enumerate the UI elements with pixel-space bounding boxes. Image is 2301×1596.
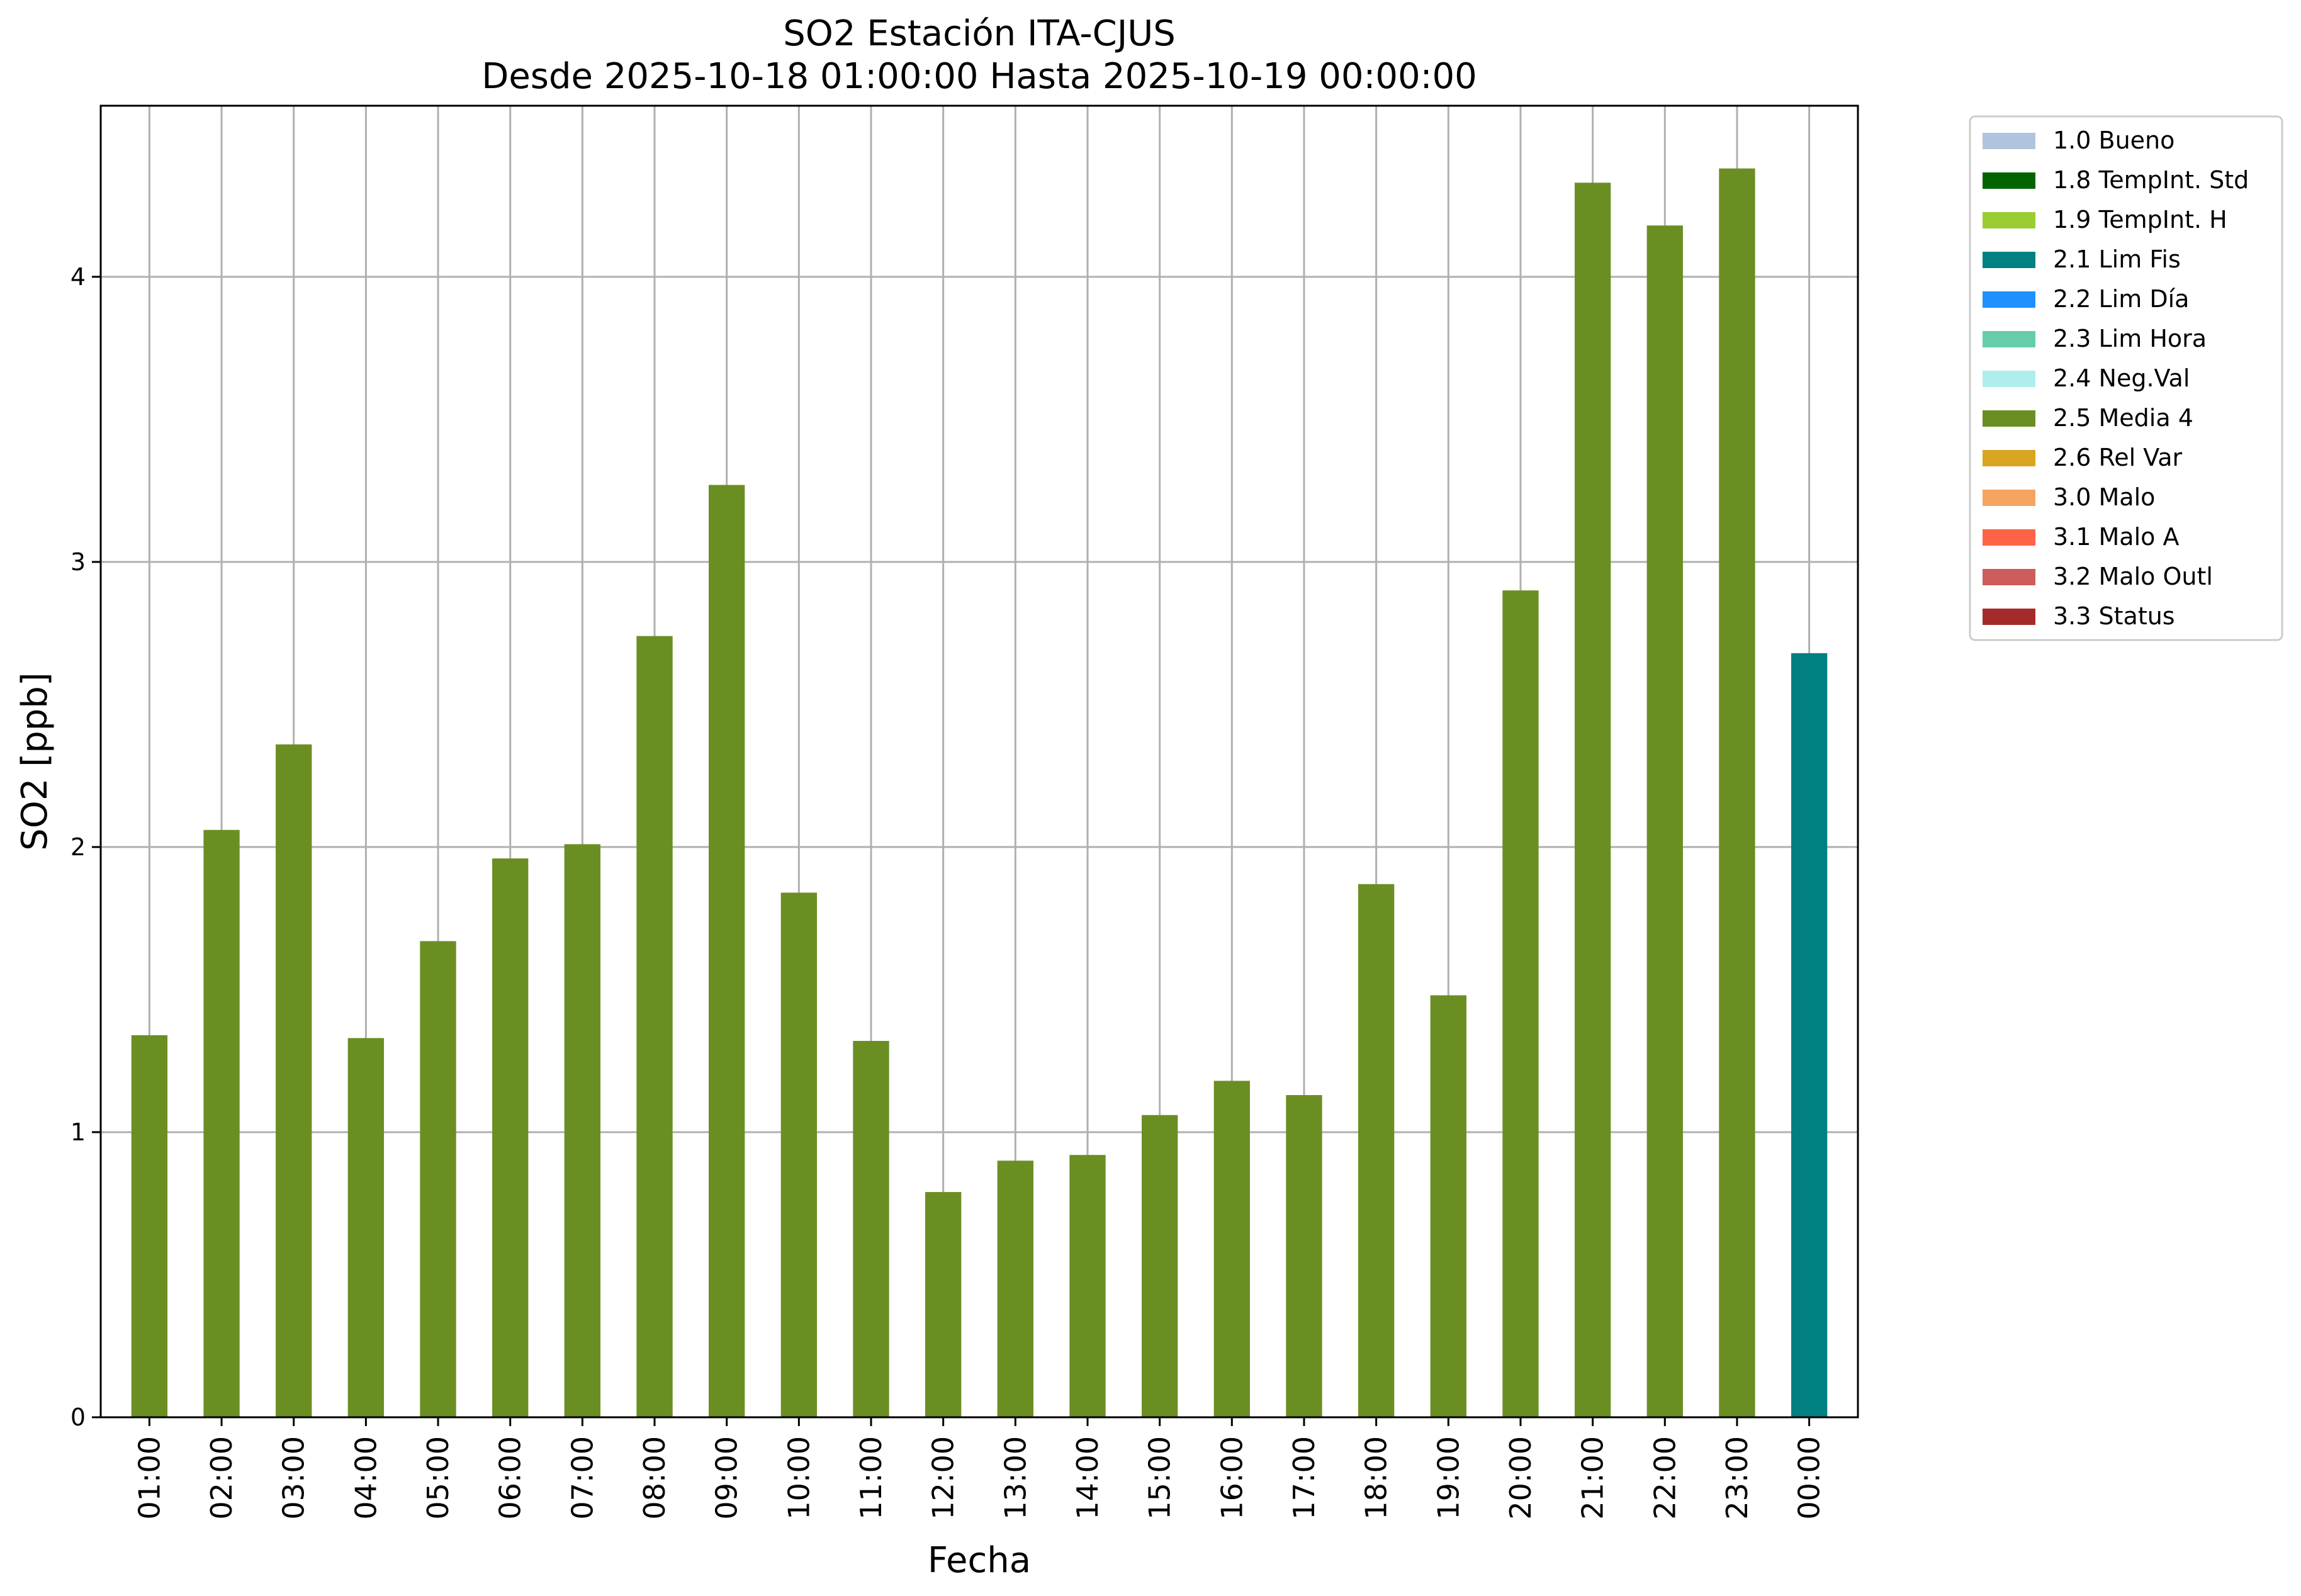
y-tick-label: 0 <box>70 1403 86 1431</box>
bar-1600 <box>1213 1081 1250 1417</box>
x-tick-label: 22:00 <box>1648 1436 1682 1520</box>
bar-1500 <box>1141 1115 1178 1417</box>
x-tick-label: 08:00 <box>638 1436 672 1520</box>
legend-label: 3.1 Malo A <box>2053 523 2179 551</box>
legend-label: 2.5 Media 4 <box>2053 404 2193 432</box>
bar-0800 <box>636 636 673 1417</box>
legend-swatch <box>1983 371 2035 387</box>
x-tick-label: 13:00 <box>998 1436 1032 1520</box>
x-tick-label: 12:00 <box>926 1436 960 1520</box>
legend-label: 1.9 TempInt. H <box>2053 206 2227 233</box>
bar-0500 <box>420 941 456 1417</box>
legend-swatch <box>1983 490 2035 506</box>
bar-1400 <box>1069 1155 1106 1417</box>
bars <box>131 168 1828 1418</box>
bar-1200 <box>925 1192 962 1417</box>
legend-entries: 1.0 Bueno 1.8 TempInt. Std 1.9 TempInt. H 2… <box>1983 126 2249 630</box>
bar-1900 <box>1430 995 1466 1417</box>
bar-1000 <box>780 892 818 1417</box>
legend-swatch <box>1983 252 2035 268</box>
plot-frame <box>99 104 1859 1419</box>
legend-frame <box>1969 115 2283 641</box>
bar-0700 <box>564 844 601 1417</box>
x-axis-ticks: 01:00 02:00 03:00 04:00 05:00 06:00 07:00 08:00… <box>132 1417 1826 1520</box>
bar-0000 <box>1791 653 1828 1417</box>
y-tick-label: 2 <box>70 833 86 861</box>
x-tick-label: 01:00 <box>132 1436 166 1520</box>
x-tick-label: 05:00 <box>421 1436 455 1520</box>
x-tick-label: 11:00 <box>854 1436 888 1520</box>
legend-swatch <box>1983 569 2035 585</box>
legend-label: 3.2 Malo Outl <box>2053 563 2213 590</box>
y-tick-label: 1 <box>70 1118 86 1146</box>
y-axis-ticks: 0 1 2 3 4 <box>70 263 101 1431</box>
x-tick-label: 21:00 <box>1576 1436 1610 1520</box>
chart-title: SO2 Estación ITA-CJUS <box>783 13 1176 54</box>
legend-swatch <box>1983 291 2035 308</box>
bar-0300 <box>276 744 312 1417</box>
x-tick-label: 07:00 <box>565 1436 599 1520</box>
x-tick-label: 09:00 <box>710 1436 744 1520</box>
x-tick-label: 14:00 <box>1071 1436 1105 1520</box>
x-tick-label: 19:00 <box>1431 1436 1465 1520</box>
x-tick-label: 15:00 <box>1143 1436 1177 1520</box>
bar-1700 <box>1286 1095 1322 1417</box>
legend-label: 1.8 TempInt. Std <box>2053 166 2249 194</box>
legend-label: 2.6 Rel Var <box>2053 444 2183 471</box>
bar-0900 <box>709 485 745 1417</box>
x-tick-label: 16:00 <box>1215 1436 1249 1520</box>
legend-swatch <box>1983 450 2035 466</box>
bar-1300 <box>997 1160 1033 1417</box>
bar-0400 <box>347 1038 385 1417</box>
bar-1100 <box>853 1040 889 1417</box>
x-tick-label: 18:00 <box>1359 1436 1393 1520</box>
x-tick-label: 06:00 <box>493 1436 527 1520</box>
x-tick-label: 23:00 <box>1720 1436 1754 1520</box>
legend-label: 3.3 Status <box>2053 602 2175 630</box>
y-tick-label: 4 <box>70 263 86 291</box>
bar-2100 <box>1574 183 1611 1417</box>
bar-2200 <box>1646 225 1683 1417</box>
legend-swatch <box>1983 331 2035 347</box>
legend-label: 2.3 Lim Hora <box>2053 325 2207 352</box>
legend-label: 2.2 Lim Día <box>2053 285 2189 313</box>
x-tick-label: 03:00 <box>277 1436 311 1520</box>
legend-swatch <box>1983 172 2035 189</box>
legend-label: 3.0 Malo <box>2053 483 2155 511</box>
legend-label: 1.0 Bueno <box>2053 126 2174 154</box>
x-axis-label: Fecha <box>928 1540 1031 1581</box>
x-tick-label: 00:00 <box>1792 1436 1826 1520</box>
bar-2300 <box>1719 168 1755 1417</box>
bar-0100 <box>131 1035 168 1417</box>
legend-label: 2.4 Neg.Val <box>2053 364 2190 392</box>
x-tick-label: 04:00 <box>349 1436 383 1520</box>
bar-1800 <box>1358 884 1395 1417</box>
x-tick-label: 10:00 <box>782 1436 816 1520</box>
x-tick-label: 02:00 <box>205 1436 239 1520</box>
legend-swatch <box>1983 609 2035 625</box>
x-tick-label: 17:00 <box>1287 1436 1321 1520</box>
legend-swatch <box>1983 410 2035 427</box>
y-axis-label: SO2 [ppb] <box>14 672 55 850</box>
legend-swatch <box>1983 529 2035 546</box>
x-tick-label: 20:00 <box>1504 1436 1538 1520</box>
legend: 1.0 Bueno 1.8 TempInt. Std 1.9 TempInt. H 2… <box>1969 115 2283 641</box>
legend-swatch <box>1983 212 2035 228</box>
bar-0200 <box>203 829 240 1417</box>
y-tick-label: 3 <box>70 548 86 576</box>
chart-subtitle: Desde 2025-10-18 01:00:00 Hasta 2025-10-… <box>481 56 1477 97</box>
legend-swatch <box>1983 133 2035 149</box>
bar-0600 <box>492 858 529 1417</box>
bar-2000 <box>1502 590 1539 1418</box>
legend-label: 2.1 Lim Fis <box>2053 245 2181 273</box>
